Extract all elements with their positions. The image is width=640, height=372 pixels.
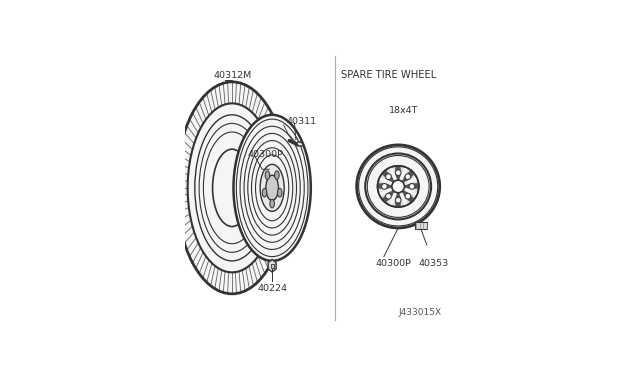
Text: 40353: 40353 <box>418 260 449 269</box>
Ellipse shape <box>176 82 288 294</box>
Text: 18x4T: 18x4T <box>389 106 419 115</box>
Ellipse shape <box>356 145 440 228</box>
Polygon shape <box>271 263 274 268</box>
Ellipse shape <box>212 149 252 227</box>
Ellipse shape <box>266 175 278 201</box>
Ellipse shape <box>405 174 411 180</box>
Text: J433015X: J433015X <box>398 308 441 317</box>
Ellipse shape <box>260 164 284 211</box>
Text: 40300P: 40300P <box>375 260 411 269</box>
Ellipse shape <box>396 197 401 203</box>
Ellipse shape <box>378 166 419 207</box>
Text: 40300P: 40300P <box>248 150 284 160</box>
Ellipse shape <box>405 193 411 199</box>
Bar <box>415 222 427 230</box>
Text: 40312M: 40312M <box>213 71 252 80</box>
Ellipse shape <box>396 170 401 176</box>
Ellipse shape <box>385 193 391 199</box>
Text: SPARE TIRE WHEEL: SPARE TIRE WHEEL <box>341 70 436 80</box>
Ellipse shape <box>385 174 391 180</box>
Text: 40311: 40311 <box>287 118 317 126</box>
Ellipse shape <box>409 183 415 189</box>
Ellipse shape <box>262 189 267 197</box>
Ellipse shape <box>297 142 303 146</box>
Ellipse shape <box>270 199 275 208</box>
Ellipse shape <box>265 171 269 179</box>
Ellipse shape <box>278 189 282 197</box>
Text: 40224: 40224 <box>257 284 287 293</box>
Ellipse shape <box>275 171 279 179</box>
Ellipse shape <box>381 183 387 189</box>
Ellipse shape <box>234 115 311 261</box>
Polygon shape <box>268 260 276 272</box>
Ellipse shape <box>392 180 404 193</box>
